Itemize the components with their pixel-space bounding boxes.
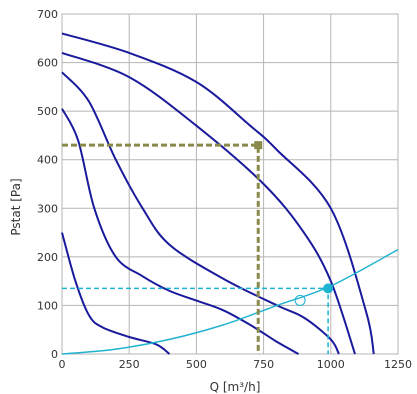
fan-curve-3	[61, 71, 340, 355]
series-lines	[61, 32, 399, 355]
x-axis-label: Q [m³/h]	[210, 380, 261, 394]
y-tick-label: 700	[37, 8, 58, 21]
plot-frame	[61, 13, 399, 355]
x-tick-label: 1250	[384, 358, 412, 371]
operating-points	[62, 141, 334, 354]
y-tick-label: 100	[37, 299, 58, 312]
x-tick-label: 0	[59, 358, 66, 371]
fan-curve-5	[61, 232, 171, 355]
x-tick-label: 1000	[317, 358, 345, 371]
y-tick-label: 0	[51, 348, 58, 361]
tick-labels: 0 250 500 750 1000 1250 0 100 200 300 400 500 600 700	[37, 8, 412, 371]
x-tick-label: 500	[186, 358, 207, 371]
operating-point-marker	[323, 283, 334, 294]
grid	[61, 13, 399, 355]
x-tick-label: 750	[253, 358, 274, 371]
efficiency-symbol	[294, 294, 306, 306]
y-tick-label: 500	[37, 105, 58, 118]
y-tick-label: 400	[37, 154, 58, 167]
fan-curve-1	[61, 32, 375, 355]
y-axis-label: Pstat [Pa]	[9, 178, 23, 235]
operating-point-guide	[62, 143, 260, 354]
x-tick-label: 250	[119, 358, 140, 371]
y-tick-label: 300	[37, 202, 58, 215]
y-tick-label: 600	[37, 57, 58, 70]
y-tick-label: 200	[37, 251, 58, 264]
operating-point-marker	[254, 141, 263, 150]
